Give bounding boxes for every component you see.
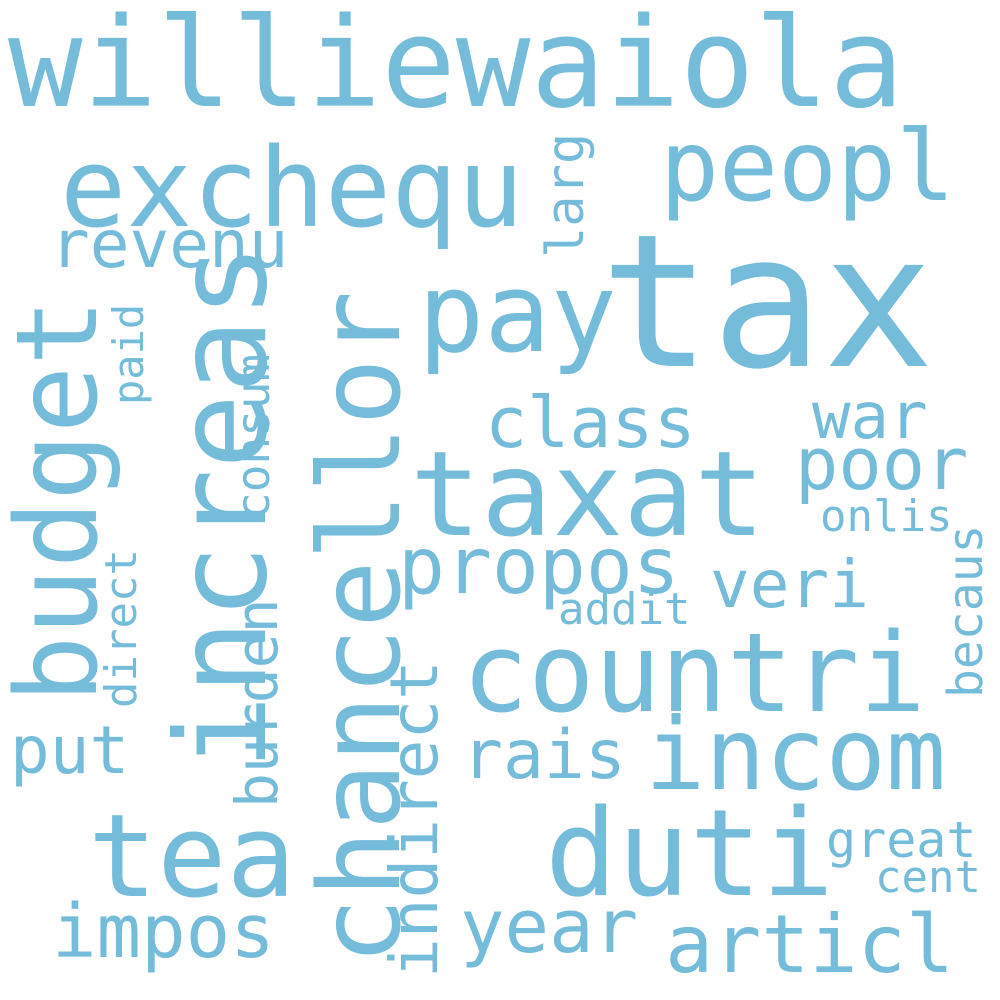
word-peopl: peopl xyxy=(660,110,956,224)
word-taxat: taxat xyxy=(410,425,766,563)
word-put: put xyxy=(10,712,130,789)
word-class: class xyxy=(485,382,696,464)
word-becaus: becaus xyxy=(938,524,994,698)
word-tax: tax xyxy=(600,194,935,410)
word-veri: veri xyxy=(710,546,869,623)
word-cent: cent xyxy=(875,852,981,903)
word-articl: articl xyxy=(665,898,954,991)
word-revenu: revenu xyxy=(50,206,289,283)
word-burden: burden xyxy=(223,598,291,808)
word-addit: addit xyxy=(558,584,691,635)
word-duti: duti xyxy=(545,785,834,924)
word-larg: larg xyxy=(536,132,596,258)
word-rais: rais xyxy=(462,716,626,795)
word-onlis: onlis xyxy=(820,491,953,542)
word-propos: propos xyxy=(398,522,680,612)
word-exchequ: exchequ xyxy=(60,124,524,252)
word-tea: tea xyxy=(88,790,296,924)
word-consum: consum xyxy=(226,353,280,520)
word-incom: incom xyxy=(645,696,947,813)
word-indirect: indirect xyxy=(376,660,453,978)
word-williewaiola: williewaiola xyxy=(8,0,904,136)
word-pay: pay xyxy=(418,249,617,377)
word-great: great xyxy=(826,811,977,869)
word-poor: poor xyxy=(795,422,969,506)
word-paid: paid xyxy=(104,303,153,405)
word-impos: impos xyxy=(52,889,275,975)
word-countri: countri xyxy=(462,609,926,737)
word-direct: direct xyxy=(96,549,147,708)
word-year: year xyxy=(460,884,639,970)
word-war: war xyxy=(812,380,928,454)
